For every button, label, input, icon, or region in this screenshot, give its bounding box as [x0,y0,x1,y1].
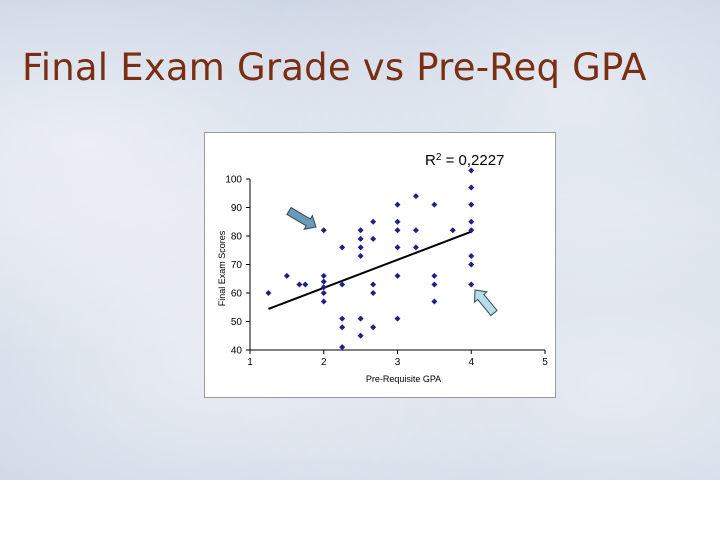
data-point [283,272,290,279]
data-point [370,324,377,331]
data-point [468,252,475,259]
data-point [370,290,377,296]
data-point [394,201,401,208]
data-point [394,272,401,279]
y-tick-label: 60 [231,289,243,300]
data-point [431,281,438,288]
data-point [357,315,364,322]
data-point [431,201,438,208]
data-point [394,227,401,234]
data-point [320,272,327,279]
x-tick-label: 5 [542,357,548,368]
x-tick-label: 3 [395,357,401,368]
data-point [468,167,475,174]
data-point [339,281,346,288]
data-point [320,298,327,305]
slide-title: Final Exam Grade vs Pre-Req GPA [22,46,647,89]
data-point [468,281,475,288]
r-squared-label: R2 = 0,2227 [425,152,504,170]
trend-line [268,230,472,310]
y-tick-label: 70 [231,260,243,271]
data-point [468,184,475,191]
y-tick-label: 50 [231,317,243,328]
data-point [320,290,327,296]
data-point [412,227,419,234]
data-point [265,290,272,296]
callout-arrow-left [286,206,317,230]
scatter-chart: 40 50 60 70 80 90 100 1 2 3 4 5 Pre-Requisite GPA Fin… [217,152,548,385]
data-point [320,227,327,234]
data-point [394,218,401,225]
y-tick-label: 90 [231,203,243,214]
data-point [370,235,377,242]
data-point [320,278,327,285]
data-point [296,281,303,288]
x-tick-label: 2 [321,357,327,368]
data-point [357,235,364,242]
data-point [339,344,346,351]
data-point [468,227,475,234]
data-point [357,252,364,259]
data-point [370,218,377,225]
data-point [357,227,364,234]
data-point [357,244,364,251]
data-point [431,298,438,305]
callout-arrow-right [474,289,498,317]
data-point [394,244,401,251]
x-axis-title: Pre-Requisite GPA [366,374,441,384]
chart-frame: 40 50 60 70 80 90 100 1 2 3 4 5 Pre-Requisite GPA Fin… [204,132,556,398]
y-tick-label: 80 [231,232,243,243]
data-point [412,193,419,200]
data-point [449,227,456,234]
data-point [339,315,346,322]
data-point [302,281,309,288]
y-tick-label: 40 [231,346,243,357]
y-axis-title: Final Exam Scores [217,230,227,306]
data-point [357,332,364,339]
data-point [412,244,419,251]
data-point [339,324,346,331]
data-point [394,315,401,322]
data-point [339,244,346,251]
x-tick-label: 4 [468,357,474,368]
data-point [431,272,438,279]
x-tick-label: 1 [247,357,253,368]
data-point [468,218,475,225]
data-point [320,284,327,291]
data-point [370,281,377,288]
y-tick-label: 100 [225,175,242,186]
data-point [468,261,475,268]
data-point [468,201,475,208]
